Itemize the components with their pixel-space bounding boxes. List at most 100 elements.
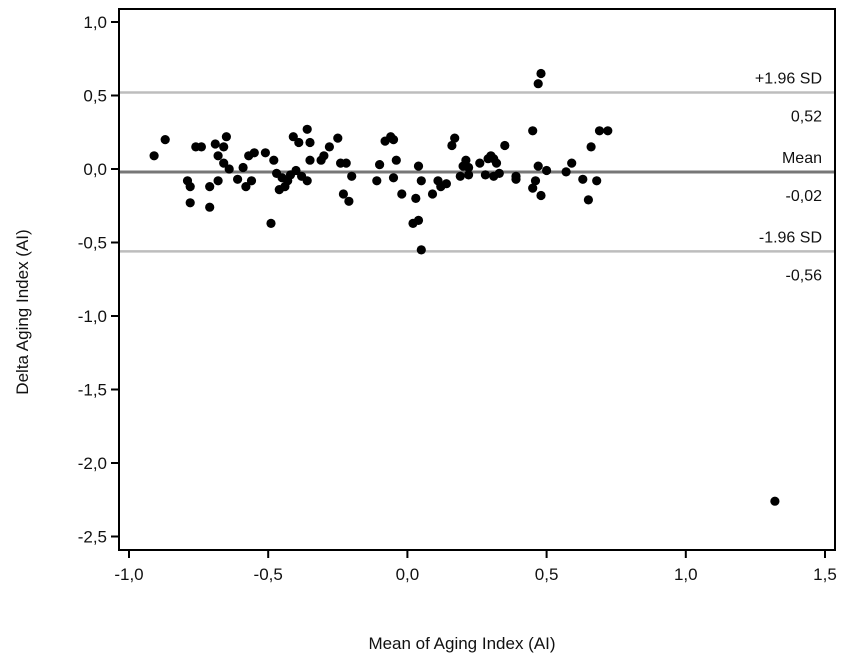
y-tick-label: 1,0: [83, 13, 107, 32]
y-tick-label: 0,5: [83, 87, 107, 106]
reference-line-label: +1.96 SD: [755, 71, 822, 88]
data-point: [269, 155, 279, 165]
data-point: [411, 193, 421, 203]
data-point: [413, 215, 424, 225]
data-point: [413, 161, 424, 171]
plot-area-frame: [118, 8, 836, 551]
data-point: [494, 168, 504, 178]
data-point: [344, 196, 354, 206]
data-point: [249, 148, 259, 158]
reference-line-labels: +1.96 SD 0,52 Mean -0,02 -1.96 SD -0,56: [755, 71, 822, 285]
data-point: [511, 171, 521, 181]
data-point: [375, 160, 385, 170]
data-point: [542, 165, 552, 176]
data-point: [305, 155, 315, 165]
data-point: [388, 173, 399, 183]
data-point: [500, 140, 510, 151]
data-point: [210, 139, 220, 149]
reference-line-label: Mean: [782, 150, 822, 167]
data-point: [338, 189, 348, 199]
data-point: [305, 137, 315, 148]
data-point: [416, 245, 426, 255]
data-point: [241, 182, 251, 192]
data-point: [397, 189, 407, 199]
x-tick-label: -0,5: [254, 565, 283, 584]
data-point: [302, 176, 312, 186]
data-point: [475, 158, 485, 168]
data-point: [578, 174, 588, 184]
reference-line-value: -0,02: [786, 188, 823, 205]
y-axis-ticks: 1,0 0,5 0,0 -0,5 -1,0 -1,5 -2,0 -2,5: [78, 13, 119, 547]
y-tick-label: -2,5: [78, 528, 107, 547]
data-point: [450, 133, 460, 143]
data-point: [427, 189, 438, 199]
data-point: [567, 158, 577, 168]
x-tick-label: 0,0: [396, 565, 420, 584]
y-axis-title: Delta Aging Index (AI): [13, 229, 32, 394]
y-tick-label: -1,0: [78, 307, 107, 326]
data-point: [455, 171, 465, 181]
y-tick-label: 0,0: [83, 160, 107, 179]
x-axis-ticks: -1,0 -0,5 0,0 0,5 1,0 1,5: [114, 550, 837, 584]
data-point: [583, 195, 594, 205]
data-point: [205, 202, 215, 212]
data-point: [219, 158, 229, 168]
data-point: [603, 126, 613, 136]
data-point: [530, 176, 541, 186]
data-point: [536, 68, 546, 79]
data-point: [333, 133, 343, 143]
data-point: [561, 167, 571, 177]
data-point: [592, 176, 602, 186]
data-point: [205, 182, 215, 192]
data-point: [528, 183, 538, 193]
data-point: [388, 135, 399, 145]
data-point: [260, 148, 270, 158]
data-point: [464, 162, 474, 173]
reference-line-value: 0,52: [791, 109, 822, 126]
data-point: [594, 126, 605, 136]
data-point: [491, 158, 502, 168]
reference-line-label: -1.96 SD: [759, 229, 822, 246]
data-point: [391, 155, 401, 165]
data-point: [441, 179, 451, 189]
data-point: [288, 132, 298, 142]
data-point: [533, 161, 543, 171]
y-tick-label: -2,0: [78, 454, 107, 473]
y-tick-label: -1,5: [78, 381, 107, 400]
data-point: [302, 124, 312, 134]
data-point: [196, 142, 206, 152]
data-point: [213, 176, 223, 186]
data-point: [246, 176, 257, 186]
data-point: [464, 170, 474, 180]
y-tick-label: -0,5: [78, 234, 107, 253]
data-points: [149, 68, 780, 506]
data-point: [319, 151, 329, 161]
reference-lines: [120, 91, 834, 253]
data-point: [294, 137, 304, 148]
data-point: [185, 182, 195, 192]
data-point: [447, 140, 457, 151]
x-tick-label: -1,0: [114, 565, 143, 584]
data-point: [185, 198, 195, 208]
data-point: [461, 155, 471, 165]
data-point: [480, 170, 490, 180]
data-point: [528, 126, 538, 136]
data-point: [213, 151, 223, 161]
data-point: [221, 132, 231, 142]
data-point: [536, 190, 546, 201]
data-point: [770, 496, 780, 506]
data-point: [416, 176, 426, 186]
x-tick-label: 1,0: [674, 565, 698, 584]
x-axis-title: Mean of Aging Index (AI): [368, 634, 555, 653]
x-tick-label: 0,5: [535, 565, 559, 584]
x-tick-label: 1,5: [813, 565, 837, 584]
data-point: [238, 162, 248, 173]
data-point: [324, 142, 334, 152]
data-point: [533, 79, 543, 89]
data-point: [372, 176, 382, 186]
data-point: [149, 151, 159, 161]
data-point: [341, 158, 351, 168]
data-point: [219, 142, 229, 152]
data-point: [291, 165, 301, 176]
